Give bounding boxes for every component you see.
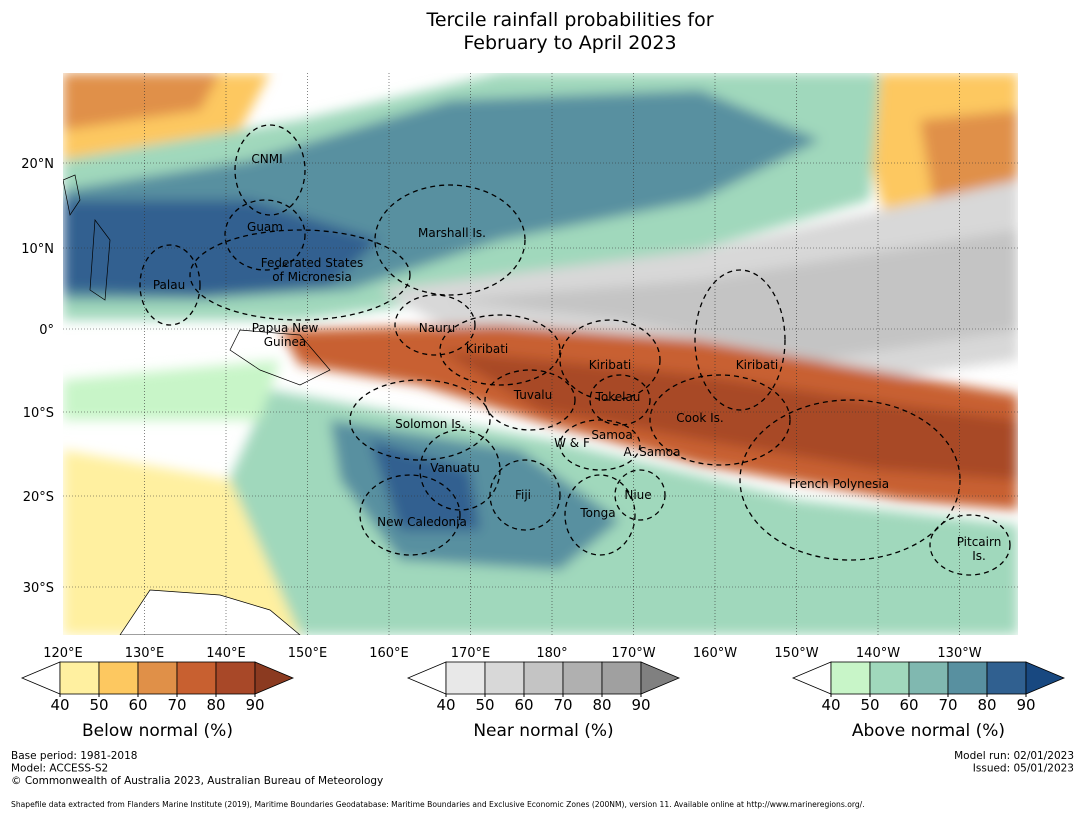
colorbar-tick-label: 90 [631, 696, 650, 714]
colorbar-under [791, 661, 832, 695]
colorbar-box [137, 661, 178, 695]
region-label: Samoa [591, 428, 632, 442]
footer-left: Base period: 1981-2018 [11, 750, 137, 762]
colorbar-box [59, 661, 100, 695]
colorbar-tick-label: 80 [206, 696, 225, 714]
region-label: Tonga [579, 506, 615, 520]
region-label: Kiribati [589, 358, 631, 372]
lon-label: 130°E [125, 646, 165, 661]
region-label: Marshall Is. [418, 226, 486, 240]
colorbar-over [640, 661, 681, 695]
lat-label: 10°N [21, 242, 54, 257]
colorbar-box [601, 661, 642, 695]
region-label: Fiji [515, 488, 531, 502]
region-label: Tuvalu [513, 388, 553, 402]
colorbar-tick-label: 50 [89, 696, 108, 714]
region-label: Palau [153, 278, 185, 292]
colorbar-tick-label: 60 [899, 696, 918, 714]
colorbar-box [986, 661, 1027, 695]
colorbar-over [254, 661, 295, 695]
colorbar-over [1025, 661, 1066, 695]
footer-left: © Commonwealth of Australia 2023, Austra… [11, 775, 383, 787]
region-label: Papua New [252, 321, 319, 335]
colorbar-tick-label: 70 [553, 696, 572, 714]
region-label: New Caledonia [377, 515, 467, 529]
lon-label: 160°W [693, 646, 737, 661]
colorbar-tick-label: 40 [50, 696, 69, 714]
colorbar-tick-label: 80 [592, 696, 611, 714]
colorbar-box [98, 661, 139, 695]
region-label: Guam [247, 220, 283, 234]
map-field [63, 73, 1018, 635]
lon-label: 130°W [937, 646, 981, 661]
region-label: A. Samoa [624, 445, 681, 459]
colorbar-box [523, 661, 564, 695]
colorbar-label: Above normal (%) [852, 721, 1005, 741]
colorbar-box [484, 661, 525, 695]
region-label: Nauru [419, 321, 455, 335]
lat-label: 0° [39, 323, 54, 338]
colorbar-tick-label: 90 [1016, 696, 1035, 714]
colorbar-box [176, 661, 217, 695]
region-label: Tokelau [595, 390, 641, 404]
lon-label: 160°E [369, 646, 409, 661]
region-label: W & F [554, 436, 590, 450]
colorbar-box [869, 661, 910, 695]
colorbar-under [20, 661, 61, 695]
colorbar-tick-label: 50 [860, 696, 879, 714]
lon-label: 140°E [206, 646, 246, 661]
colorbar-tick-label: 90 [245, 696, 264, 714]
colorbar-tick-label: 60 [128, 696, 147, 714]
lon-label: 150°E [288, 646, 328, 661]
lon-label: 150°W [774, 646, 818, 661]
title-line: Tercile rainfall probabilities for [425, 9, 713, 31]
lat-label: 10°S [23, 406, 54, 421]
lon-label: 140°W [856, 646, 900, 661]
colorbar-under [406, 661, 447, 695]
colorbar-box [830, 661, 871, 695]
region-label: French Polynesia [789, 477, 889, 491]
footer-right: Model run: 02/01/2023 [954, 750, 1074, 762]
lat-label: 30°S [23, 581, 54, 596]
colorbar-label: Near normal (%) [473, 721, 613, 741]
region-label: Pitcairn [957, 535, 1002, 549]
colorbar-box [562, 661, 603, 695]
region-label: Solomon Is. [395, 417, 465, 431]
colorbar-box [445, 661, 486, 695]
region-label: Is. [972, 549, 986, 563]
colorbar-tick-label: 70 [938, 696, 957, 714]
colorbar-label: Below normal (%) [82, 721, 233, 741]
region-label: Kiribati [736, 358, 778, 372]
colorbar-tick-label: 80 [977, 696, 996, 714]
region-label: Federated States [261, 256, 363, 270]
footer-left: Model: ACCESS-S2 [11, 763, 108, 775]
lat-label: 20°N [21, 157, 54, 172]
colorbar-tick-label: 60 [514, 696, 533, 714]
colorbar-box [215, 661, 256, 695]
lon-label: 170°E [451, 646, 491, 661]
lon-label: 180° [536, 646, 567, 661]
lon-label: 120°E [43, 646, 83, 661]
colorbar-tick-label: 70 [167, 696, 186, 714]
colorbar-box [947, 661, 988, 695]
colorbar-tick-label: 40 [821, 696, 840, 714]
footer-right: Issued: 05/01/2023 [973, 763, 1074, 775]
colorbar-tick-label: 40 [436, 696, 455, 714]
region-label: CNMI [251, 152, 282, 166]
region-label: Vanuatu [430, 461, 480, 475]
colorbar-box [908, 661, 949, 695]
region-label: Cook Is. [676, 411, 723, 425]
region-label: of Micronesia [272, 270, 352, 284]
lat-label: 20°S [23, 490, 54, 505]
colorbar-tick-label: 50 [475, 696, 494, 714]
lon-label: 170°W [611, 646, 655, 661]
region-label: Kiribati [466, 342, 508, 356]
title-line: February to April 2023 [463, 32, 676, 54]
footer-source: Shapefile data extracted from Flanders M… [11, 800, 865, 809]
region-label: Niue [624, 488, 651, 502]
region-label: Guinea [264, 335, 307, 349]
